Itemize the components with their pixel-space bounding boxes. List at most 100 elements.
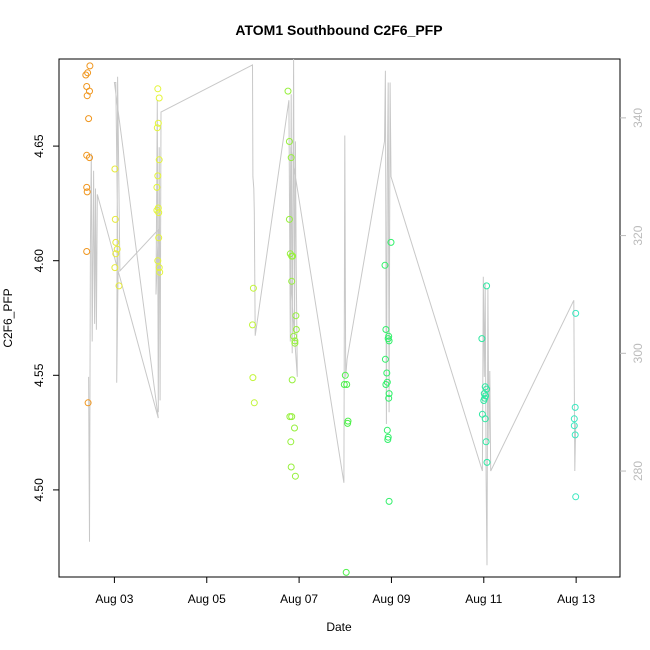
data-point <box>289 252 297 260</box>
plot-frame <box>58 58 621 578</box>
data-point <box>156 268 164 276</box>
y-axis-left: 4.50 4.55 4.60 4.65 <box>32 134 59 502</box>
data-point <box>85 115 93 123</box>
data-point <box>292 312 300 320</box>
data-point <box>153 206 161 214</box>
data-point <box>383 369 391 377</box>
data-point <box>115 282 123 290</box>
data-point <box>153 183 161 191</box>
data-point <box>480 397 488 404</box>
x-tick-label: Aug 03 <box>95 592 133 606</box>
data-point <box>83 248 91 255</box>
series-6 <box>381 238 395 505</box>
data-point <box>83 183 91 191</box>
data-point <box>382 326 390 333</box>
data-point <box>344 419 352 427</box>
data-point <box>84 399 92 407</box>
data-point <box>571 431 579 439</box>
series-8 <box>570 309 580 501</box>
data-point <box>155 264 163 272</box>
data-point <box>291 472 299 480</box>
data-point <box>572 309 580 317</box>
data-point <box>385 497 393 505</box>
x-tick-label: Aug 13 <box>557 592 595 606</box>
data-point <box>570 422 578 430</box>
data-point <box>340 381 348 388</box>
data-point <box>381 355 389 363</box>
y2-tick-label: 300 <box>631 343 645 363</box>
y-axis-right: 280 300 320 340 <box>620 108 645 481</box>
data-point <box>291 339 299 347</box>
data-point <box>249 321 256 329</box>
series-3 <box>249 284 258 407</box>
y2-tick-label: 280 <box>631 461 645 481</box>
x-axis-label: Date <box>326 620 352 634</box>
data-point <box>249 374 257 382</box>
data-point <box>155 234 163 242</box>
data-point <box>572 493 580 501</box>
data-point <box>288 277 296 285</box>
data-point <box>83 92 91 100</box>
data-point <box>284 87 292 95</box>
y2-tick-label: 320 <box>631 225 645 245</box>
data-point <box>285 138 293 145</box>
data-point <box>287 438 295 446</box>
x-tick-label: Aug 09 <box>372 592 410 606</box>
data-point <box>384 436 392 443</box>
data-point <box>385 390 393 398</box>
data-point <box>385 394 393 402</box>
data-point <box>290 332 298 340</box>
data-point <box>382 381 390 388</box>
data-point <box>482 438 490 446</box>
data-point <box>287 154 295 162</box>
x-tick-label: Aug 05 <box>188 592 226 606</box>
data-point <box>82 71 90 79</box>
series-7 <box>478 282 491 466</box>
data-point <box>571 403 579 411</box>
data-point <box>383 426 391 434</box>
data-point <box>381 261 389 269</box>
data-point <box>155 94 163 102</box>
x-tick-label: Aug 07 <box>280 592 318 606</box>
series-4 <box>284 87 300 480</box>
data-point <box>292 326 300 333</box>
data-point <box>113 245 121 253</box>
data-point <box>154 85 162 93</box>
data-point <box>570 415 578 423</box>
data-point <box>86 62 94 70</box>
data-point <box>478 335 486 343</box>
series-2 <box>153 85 164 276</box>
data-point <box>86 154 93 162</box>
y-tick-label: 4.50 <box>32 478 46 502</box>
data-point <box>287 463 295 471</box>
data-point <box>112 238 120 246</box>
data-point <box>291 424 298 432</box>
data-point <box>154 172 162 180</box>
data-point <box>111 264 119 272</box>
data-point <box>111 165 119 173</box>
series-5 <box>340 371 352 576</box>
data-point <box>153 124 161 132</box>
data-point <box>111 215 119 223</box>
data-point <box>341 371 349 379</box>
data-point <box>84 69 92 77</box>
data-point <box>385 337 393 345</box>
data-point <box>387 238 395 246</box>
data-point <box>481 415 489 423</box>
data-point <box>291 337 299 345</box>
chart-title: ATOM1 Southbound C2F6_PFP <box>235 22 442 38</box>
data-point <box>483 282 491 290</box>
data-point <box>288 376 296 384</box>
data-point <box>288 413 296 421</box>
data-point <box>285 215 293 223</box>
data-point <box>112 250 120 258</box>
y-tick-label: 4.55 <box>32 363 46 387</box>
y-tick-label: 4.60 <box>32 249 46 273</box>
data-point <box>343 381 351 388</box>
y2-tick-label: 340 <box>631 108 645 128</box>
value-line-layer <box>88 58 577 566</box>
series-0 <box>82 62 94 407</box>
data-point <box>250 399 258 407</box>
series-1 <box>111 165 123 290</box>
